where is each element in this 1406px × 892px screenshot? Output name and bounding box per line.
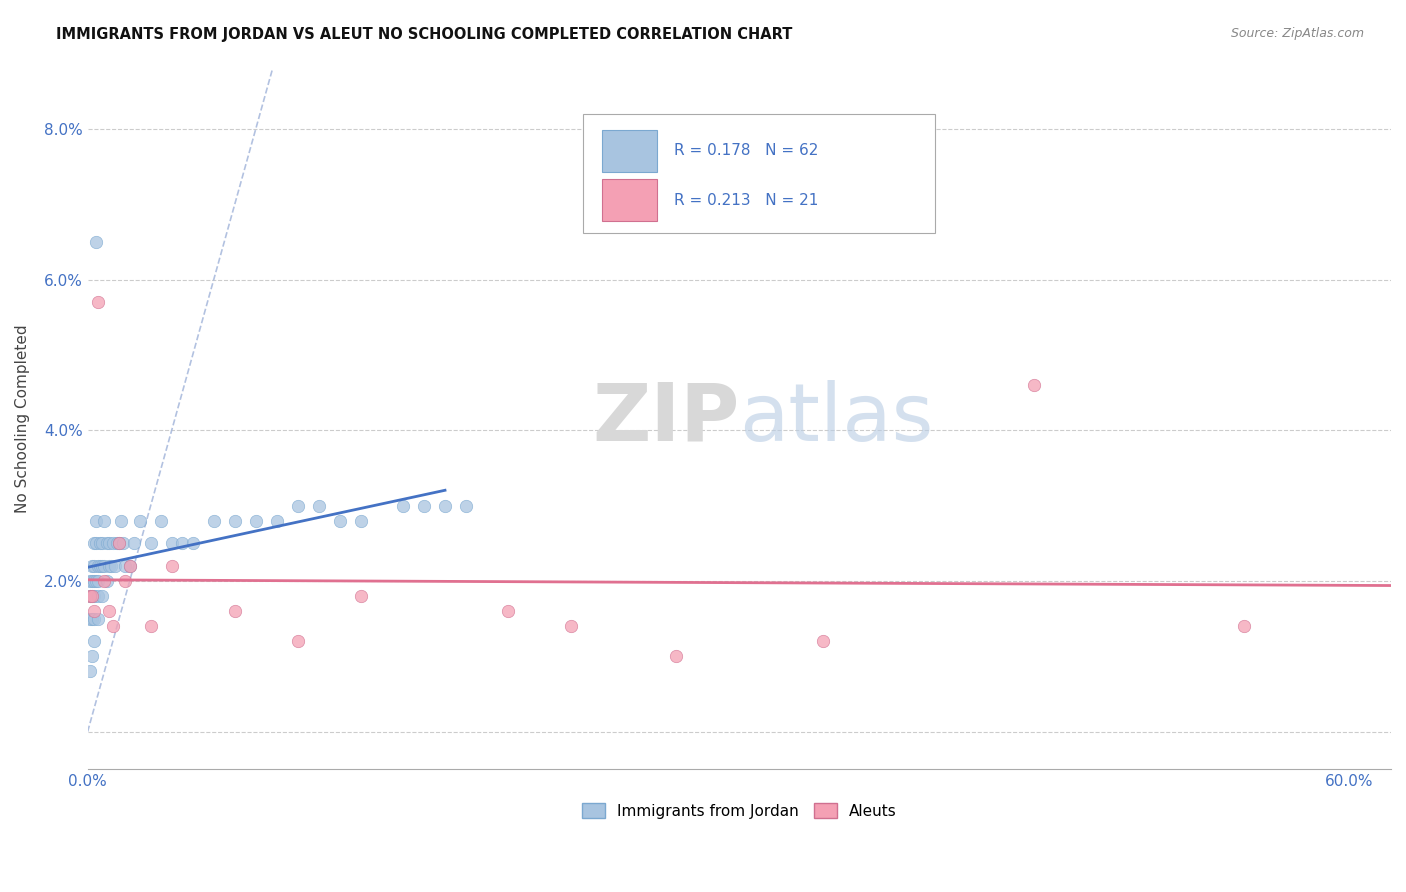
Point: [97, 536, 120, 550]
Point: [80, 611, 103, 625]
Point: [129, 514, 152, 528]
Point: [224, 604, 246, 618]
Text: R = 0.213   N = 21: R = 0.213 N = 21: [673, 193, 818, 208]
Point: [97, 604, 120, 618]
Point: [350, 589, 373, 603]
Point: [160, 558, 183, 573]
Legend: Immigrants from Jordan, Aleuts: Immigrants from Jordan, Aleuts: [575, 797, 903, 825]
Point: [224, 514, 246, 528]
Point: [93, 514, 115, 528]
Point: [87, 558, 110, 573]
Point: [350, 514, 373, 528]
Point: [87, 611, 110, 625]
Point: [287, 634, 309, 648]
Point: [79, 589, 101, 603]
Point: [91, 558, 114, 573]
Point: [434, 499, 457, 513]
Point: [96, 536, 118, 550]
Point: [413, 499, 436, 513]
Point: [87, 295, 110, 310]
Point: [202, 514, 225, 528]
Point: [84, 574, 107, 588]
Point: [114, 558, 136, 573]
Point: [1022, 378, 1045, 392]
Point: [160, 536, 183, 550]
Point: [108, 536, 131, 550]
Point: [87, 574, 110, 588]
Point: [91, 589, 114, 603]
Point: [108, 536, 131, 550]
Point: [79, 665, 101, 679]
Point: [80, 649, 103, 664]
Point: [96, 574, 118, 588]
Point: [89, 536, 111, 550]
FancyBboxPatch shape: [602, 130, 657, 171]
Point: [84, 514, 107, 528]
Point: [80, 589, 103, 603]
Point: [104, 558, 127, 573]
Text: ZIP: ZIP: [592, 380, 740, 458]
Point: [83, 611, 105, 625]
Point: [100, 558, 122, 573]
Point: [83, 604, 105, 618]
Point: [308, 499, 330, 513]
Y-axis label: No Schooling Completed: No Schooling Completed: [15, 325, 30, 513]
Text: R = 0.178   N = 62: R = 0.178 N = 62: [673, 143, 818, 158]
Point: [80, 574, 103, 588]
Point: [181, 536, 204, 550]
Point: [93, 574, 115, 588]
Point: [101, 536, 124, 550]
FancyBboxPatch shape: [583, 114, 935, 233]
Point: [454, 499, 477, 513]
Point: [150, 514, 173, 528]
Point: [79, 574, 101, 588]
Point: [813, 634, 835, 648]
Point: [245, 514, 267, 528]
Point: [91, 536, 114, 550]
Point: [89, 558, 111, 573]
Point: [87, 589, 110, 603]
Point: [560, 619, 582, 633]
Point: [172, 536, 194, 550]
Point: [496, 604, 519, 618]
Point: [266, 514, 288, 528]
Point: [392, 499, 415, 513]
Point: [665, 649, 688, 664]
Point: [112, 536, 135, 550]
Point: [105, 536, 128, 550]
Point: [118, 558, 141, 573]
Point: [80, 589, 103, 603]
Point: [83, 589, 105, 603]
Point: [83, 558, 105, 573]
Point: [118, 558, 141, 573]
Text: Source: ZipAtlas.com: Source: ZipAtlas.com: [1230, 27, 1364, 40]
Point: [79, 589, 101, 603]
Point: [1233, 619, 1256, 633]
Point: [139, 619, 162, 633]
Point: [97, 558, 120, 573]
FancyBboxPatch shape: [602, 179, 657, 220]
Point: [83, 634, 105, 648]
Point: [84, 235, 107, 249]
Point: [83, 574, 105, 588]
Point: [122, 536, 145, 550]
Text: atlas: atlas: [740, 380, 934, 458]
Text: IMMIGRANTS FROM JORDAN VS ALEUT NO SCHOOLING COMPLETED CORRELATION CHART: IMMIGRANTS FROM JORDAN VS ALEUT NO SCHOO…: [56, 27, 793, 42]
Point: [93, 558, 115, 573]
Point: [329, 514, 352, 528]
Point: [114, 574, 136, 588]
Point: [84, 536, 107, 550]
Point: [139, 536, 162, 550]
Point: [79, 611, 101, 625]
Point: [110, 514, 132, 528]
Point: [83, 536, 105, 550]
Point: [101, 619, 124, 633]
Point: [80, 558, 103, 573]
Point: [287, 499, 309, 513]
